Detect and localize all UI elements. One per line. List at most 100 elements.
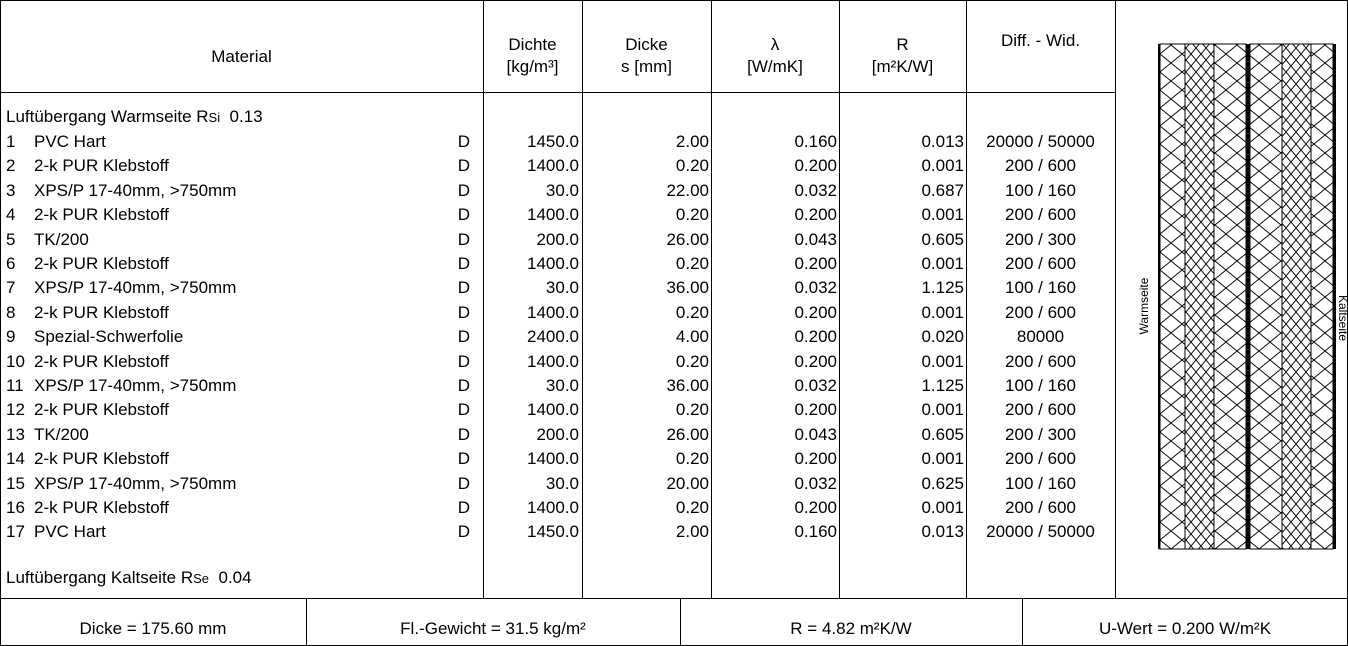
cell-dichte: 30.0 <box>545 376 579 395</box>
cell-nr: 15 <box>6 473 25 493</box>
cell-dicke: 2.00 <box>675 132 709 151</box>
cell-flag: D <box>457 278 470 298</box>
cold-side-label: Luftübergang Kaltseite R <box>6 568 194 587</box>
cell-dichte: 1400.0 <box>527 302 579 322</box>
cell-dicke: 0.20 <box>675 400 709 420</box>
cell-dicke: 0.20 <box>675 156 709 176</box>
cell-dicke: 0.20 <box>675 351 709 371</box>
cell-name: 2-k PUR Klebstoff <box>34 498 169 517</box>
cell-nr: 6 <box>6 254 16 273</box>
cell-diff: 200 / 600 <box>1005 400 1076 420</box>
cell-lambda: 0.160 <box>794 132 837 151</box>
cell-lambda: 0.043 <box>794 229 837 249</box>
cell-dichte: 30.0 <box>545 278 579 298</box>
cell-dicke: 22.00 <box>666 180 709 200</box>
layer-xps-2 <box>1213 43 1247 550</box>
cell-diff: 100 / 160 <box>1005 180 1076 200</box>
footer-r: R = 4.82 m²K/W <box>790 619 912 638</box>
cell-dicke: 36.00 <box>666 278 709 298</box>
cell-dichte: 30.0 <box>545 473 579 493</box>
warm-side-row: Luftübergang Warmseite RSi 0.13 <box>6 105 263 129</box>
cold-side-value: 0.04 <box>218 568 252 587</box>
layer-diagram: Warmseite Kaltseite <box>1137 43 1348 550</box>
cell-dicke: 36.00 <box>666 376 709 395</box>
col-line-r <box>839 0 840 598</box>
cell-dichte: 1400.0 <box>527 449 579 469</box>
cell-dichte: 1400.0 <box>527 205 579 225</box>
cell-lambda: 0.032 <box>794 278 837 298</box>
cell-nr: 8 <box>6 302 16 322</box>
cell-name: 2-k PUR Klebstoff <box>34 254 169 273</box>
cell-nr: 13 <box>6 424 25 444</box>
cell-flag: D <box>457 132 470 151</box>
cell-dichte: 1400.0 <box>527 351 579 371</box>
cell-nr: 16 <box>6 498 25 517</box>
cell-diff: 200 / 600 <box>1005 302 1076 322</box>
cell-dicke: 20.00 <box>666 473 709 493</box>
cell-r: 0.001 <box>921 254 964 273</box>
cell-r: 0.001 <box>921 302 964 322</box>
cell-dicke: 0.20 <box>675 449 709 469</box>
header-material: Material <box>211 47 272 66</box>
cell-diff: 100 / 160 <box>1005 473 1076 493</box>
cell-name: PVC Hart <box>34 522 106 542</box>
footer-divider <box>0 598 1348 599</box>
cell-lambda: 0.200 <box>794 156 837 176</box>
cell-name: TK/200 <box>34 229 89 249</box>
cell-nr: 9 <box>6 327 16 347</box>
cell-dichte: 1400.0 <box>527 498 579 517</box>
cell-flag: D <box>457 229 470 249</box>
cell-flag: D <box>457 205 470 225</box>
cold-side-sub: Se <box>193 571 210 586</box>
cell-flag: D <box>457 400 470 420</box>
cell-name: 2-k PUR Klebstoff <box>34 351 169 371</box>
cell-dichte: 2400.0 <box>527 327 579 347</box>
layer-tk-2 <box>1281 43 1312 550</box>
cell-dicke: 0.20 <box>675 254 709 273</box>
header-divider <box>0 92 1115 93</box>
cell-r: 0.001 <box>921 351 964 371</box>
cell-dicke: 0.20 <box>675 205 709 225</box>
cell-diff: 200 / 600 <box>1005 498 1076 517</box>
cell-dicke: 2.00 <box>675 522 709 542</box>
cell-diff: 20000 / 50000 <box>986 522 1095 542</box>
cell-flag: D <box>457 156 470 176</box>
cell-lambda: 0.200 <box>794 351 837 371</box>
footer-gewicht: Fl.-Gewicht = 31.5 kg/m² <box>400 619 586 638</box>
cell-dichte: 30.0 <box>545 180 579 200</box>
cell-diff: 100 / 160 <box>1005 376 1076 395</box>
cell-flag: D <box>457 351 470 371</box>
cell-dichte: 200.0 <box>536 424 579 444</box>
cell-diff: 200 / 300 <box>1005 424 1076 444</box>
cell-name: Spezial-Schwerfolie <box>34 327 184 347</box>
cell-name: 2-k PUR Klebstoff <box>34 400 169 420</box>
cell-name: 2-k PUR Klebstoff <box>34 449 169 469</box>
cell-dicke: 26.00 <box>666 229 709 249</box>
cell-flag: D <box>457 327 470 347</box>
cell-r: 0.013 <box>921 132 964 151</box>
diagram-layers <box>1158 43 1336 550</box>
cell-flag: D <box>457 449 470 469</box>
cell-r: 1.125 <box>921 376 964 395</box>
cell-name: XPS/P 17-40mm, >750mm <box>34 278 237 298</box>
cell-name: XPS/P 17-40mm, >750mm <box>34 376 237 395</box>
cell-lambda: 0.200 <box>794 449 837 469</box>
cell-diff: 100 / 160 <box>1005 278 1076 298</box>
cell-r: 0.001 <box>921 449 964 469</box>
warm-side-value: 0.13 <box>229 107 263 126</box>
cell-diff: 200 / 600 <box>1005 254 1076 273</box>
cell-r: 0.001 <box>921 400 964 420</box>
cell-name: XPS/P 17-40mm, >750mm <box>34 473 237 493</box>
cell-diff: 200 / 600 <box>1005 156 1076 176</box>
cell-nr: 1 <box>6 132 16 151</box>
cell-flag: D <box>457 302 470 322</box>
cell-lambda: 0.032 <box>794 473 837 493</box>
cell-lambda: 0.160 <box>794 522 837 542</box>
warm-side-label: Luftübergang Warmseite R <box>6 107 209 126</box>
cell-nr: 4 <box>6 205 16 225</box>
layer-schwerfolie <box>1246 44 1250 549</box>
cell-name: 2-k PUR Klebstoff <box>34 302 169 322</box>
cold-side-diagram-label: Kaltseite <box>1336 295 1348 341</box>
cell-r: 0.625 <box>921 473 964 493</box>
cell-r: 0.001 <box>921 205 964 225</box>
